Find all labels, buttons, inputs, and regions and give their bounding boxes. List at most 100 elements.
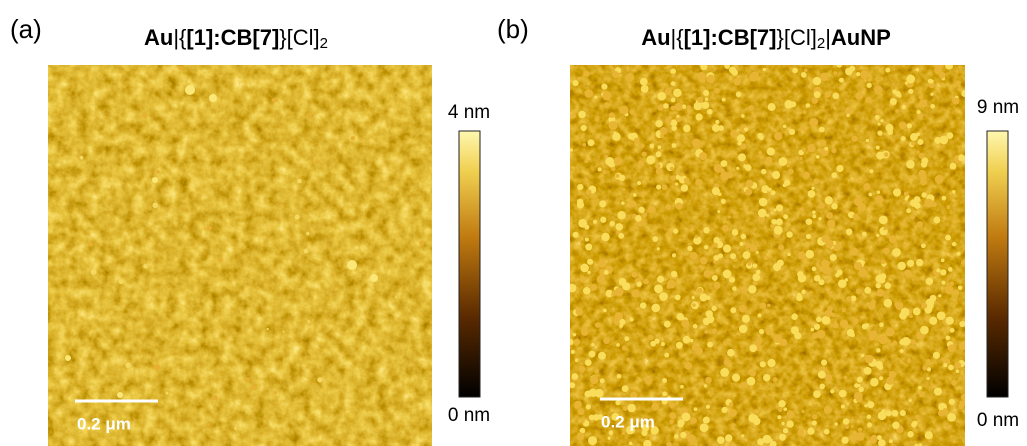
particle (811, 420, 817, 426)
title-part: 2 (817, 35, 825, 52)
particle (875, 274, 884, 283)
particle (720, 198, 726, 204)
afm-texture (570, 65, 965, 446)
particle (936, 311, 946, 321)
particle (599, 378, 605, 384)
particle (753, 409, 757, 413)
particle (156, 170, 160, 174)
particle (869, 330, 878, 339)
particle (801, 289, 806, 295)
particle (656, 247, 660, 251)
colorbar-max: 9 nm (977, 97, 1019, 118)
particle (846, 296, 852, 302)
particle (694, 234, 699, 239)
particle (670, 68, 677, 75)
particle (617, 211, 626, 220)
particle (605, 157, 615, 166)
particle (919, 99, 928, 108)
particle (845, 425, 849, 429)
particle (778, 244, 785, 251)
particle (799, 207, 805, 212)
particle (784, 179, 791, 186)
particle (707, 341, 713, 348)
particle (655, 119, 663, 128)
particle (666, 279, 676, 289)
particle (947, 344, 956, 353)
particle (949, 162, 957, 170)
particle (584, 89, 593, 98)
particle (842, 418, 850, 425)
particle (644, 377, 653, 385)
particle (661, 184, 668, 191)
particle (941, 195, 947, 201)
particle (607, 436, 611, 440)
particle (947, 412, 957, 422)
particle (670, 270, 678, 278)
particle (570, 113, 576, 119)
particle (901, 336, 911, 346)
particle (594, 117, 600, 122)
particle (961, 90, 965, 98)
particle (596, 275, 606, 284)
particle (816, 329, 826, 339)
particle (626, 357, 631, 362)
particle (774, 131, 783, 141)
particle (727, 348, 735, 357)
particle (632, 193, 637, 197)
particle (723, 244, 732, 253)
particle (867, 301, 876, 310)
particle (848, 275, 852, 279)
particle (720, 368, 730, 377)
particle (755, 269, 761, 275)
particle (829, 253, 837, 262)
particle (824, 146, 829, 151)
particle (958, 154, 965, 162)
particle (648, 205, 656, 214)
particle (767, 175, 771, 179)
title-part: }[Cl] (279, 25, 319, 50)
particle (751, 71, 759, 80)
particle (805, 218, 813, 226)
particle (590, 283, 598, 291)
particle (612, 132, 621, 141)
particle (582, 286, 591, 295)
particle (839, 319, 849, 328)
particle (671, 143, 677, 148)
particle (830, 389, 835, 394)
particle (643, 278, 649, 285)
particle (579, 427, 586, 434)
particle (946, 424, 952, 430)
particle (651, 303, 661, 313)
particle (813, 178, 820, 185)
particle (803, 172, 810, 179)
particle (919, 392, 924, 398)
particle (944, 285, 954, 295)
particle (824, 91, 831, 98)
particle (825, 212, 833, 219)
particle (850, 247, 859, 256)
particle (669, 166, 674, 171)
particle (788, 411, 792, 415)
particle (820, 259, 830, 269)
particle (960, 393, 965, 401)
particle (640, 192, 646, 198)
particle (670, 105, 676, 111)
particle (670, 175, 677, 182)
particle (657, 91, 667, 101)
particle (857, 383, 861, 388)
particle (732, 286, 737, 291)
particle (885, 67, 891, 73)
scale-bar-label: 0.2 μm (77, 414, 131, 433)
particle (782, 428, 789, 434)
particle (816, 316, 822, 323)
particle (579, 365, 586, 373)
particle (588, 414, 595, 421)
particle (720, 171, 730, 181)
particle (670, 119, 678, 127)
particle (394, 296, 398, 299)
particle (889, 97, 897, 106)
particle (844, 106, 854, 116)
particle (370, 274, 378, 282)
particle (735, 91, 742, 98)
particle (684, 361, 693, 370)
